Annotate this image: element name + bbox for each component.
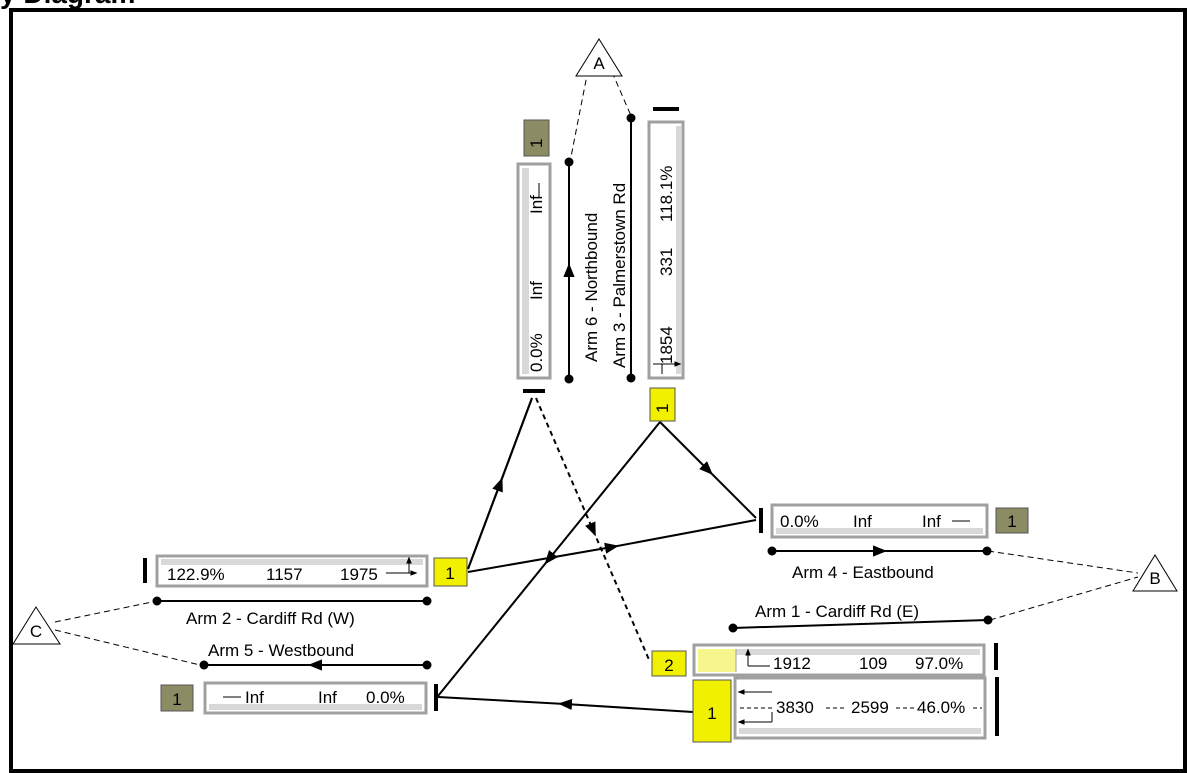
arm-5-westbound[interactable]: Arm 5 - Westbound 1 Inf Inf 0.0% [160, 641, 438, 715]
page-title: y Diagram [0, 0, 135, 10]
arm4-lane-shade [776, 528, 983, 534]
arm1-lane1-dos: 97.0% [915, 654, 963, 673]
arm5-name: Arm 5 - Westbound [208, 641, 354, 660]
movement-links [437, 397, 757, 713]
arm-1-cardiff-rd-e[interactable]: Arm 1 - Cardiff Rd (E) 2 1912 109 97.0% … [651, 602, 999, 743]
arm5-queue: Inf [245, 688, 264, 707]
arm4-capacity: Inf [853, 512, 872, 531]
arm2-saturation: 1975 [340, 565, 378, 584]
arm3-saturation: 1854 [657, 326, 676, 364]
arm2-stage-number: 1 [445, 564, 454, 583]
arm1-lane2-dos: 46.0% [917, 698, 965, 717]
arm4-stage-number: 1 [1007, 512, 1016, 531]
arm2-flow: 1157 [266, 565, 303, 584]
node-connectors [54, 69, 1139, 667]
arm4-queue: Inf [922, 512, 941, 531]
arm3-stage-tag [649, 387, 676, 422]
node-c-label: C [30, 622, 42, 641]
arm6-stage-tag [523, 119, 550, 157]
arm4-stage-tag [995, 507, 1029, 534]
node-c[interactable]: C [12, 606, 61, 645]
arm3-name: Arm 3 - Palmerstown Rd [610, 183, 629, 368]
arm5-stage-number: 1 [172, 690, 181, 709]
arm1-link [732, 619, 989, 629]
arm6-name: Arm 6 - Northbound [582, 213, 601, 362]
arm-6-northbound[interactable]: 0.0% Inf Inf Arm 6 - Northbound 1 [516, 119, 601, 393]
arm5-lane-shade [209, 704, 422, 710]
arm1-lane2-stage-tag [692, 679, 732, 743]
arm2-lane-shade [161, 559, 423, 565]
arm2-dos: 122.9% [167, 565, 225, 584]
arm1-lane1-highlight [698, 649, 736, 672]
arm6-queue: Inf [527, 195, 546, 214]
node-a[interactable]: A [575, 38, 623, 77]
arm4-dos: 0.0% [780, 512, 819, 531]
node-a-label: A [593, 54, 605, 73]
arm2-stage-tag [433, 557, 468, 587]
arm6-capacity: Inf [527, 281, 546, 300]
arm3-lane-shade [676, 126, 681, 374]
arm5-capacity: Inf [318, 688, 337, 707]
arm3-flow: 331 [657, 248, 676, 276]
arm1-lane1-stage-number: 2 [664, 656, 673, 675]
arm5-dos: 0.0% [366, 688, 405, 707]
arm6-lane-shade [522, 168, 529, 374]
node-b-label: B [1149, 569, 1160, 588]
arm6-stage-number: 1 [527, 139, 546, 148]
arm3-dos: 118.1% [657, 166, 676, 222]
arm2-name: Arm 2 - Cardiff Rd (W) [186, 609, 355, 628]
arm5-stage-tag [160, 684, 194, 712]
arm1-lane2-flow: 2599 [851, 698, 889, 717]
arm-3-palmerstown-rd[interactable]: 1854 331 118.1% Arm 3 - Palmerstown Rd 1 [610, 107, 685, 422]
arm4-name: Arm 4 - Eastbound [792, 563, 934, 582]
arm1-lane2-saturation: 3830 [776, 698, 814, 717]
arm1-lane1-saturation: 1912 [773, 654, 811, 673]
arm6-dos: 0.0% [527, 333, 546, 372]
arm-2-cardiff-rd-w[interactable]: 122.9% 1157 1975 1 Arm 2 - Cardiff Rd (W… [143, 554, 468, 628]
arm1-name: Arm 1 - Cardiff Rd (E) [755, 602, 919, 621]
arm1-lane1-flow: 109 [859, 654, 887, 673]
arm3-stage-number: 1 [653, 404, 672, 413]
arm1-lane2-stage-number: 1 [707, 704, 716, 723]
arm1-lane1-stage-tag [651, 650, 687, 677]
arm-4-eastbound[interactable]: 0.0% Inf Inf 1 Arm 4 - Eastbound [759, 503, 1029, 582]
node-b[interactable]: B [1132, 554, 1178, 592]
